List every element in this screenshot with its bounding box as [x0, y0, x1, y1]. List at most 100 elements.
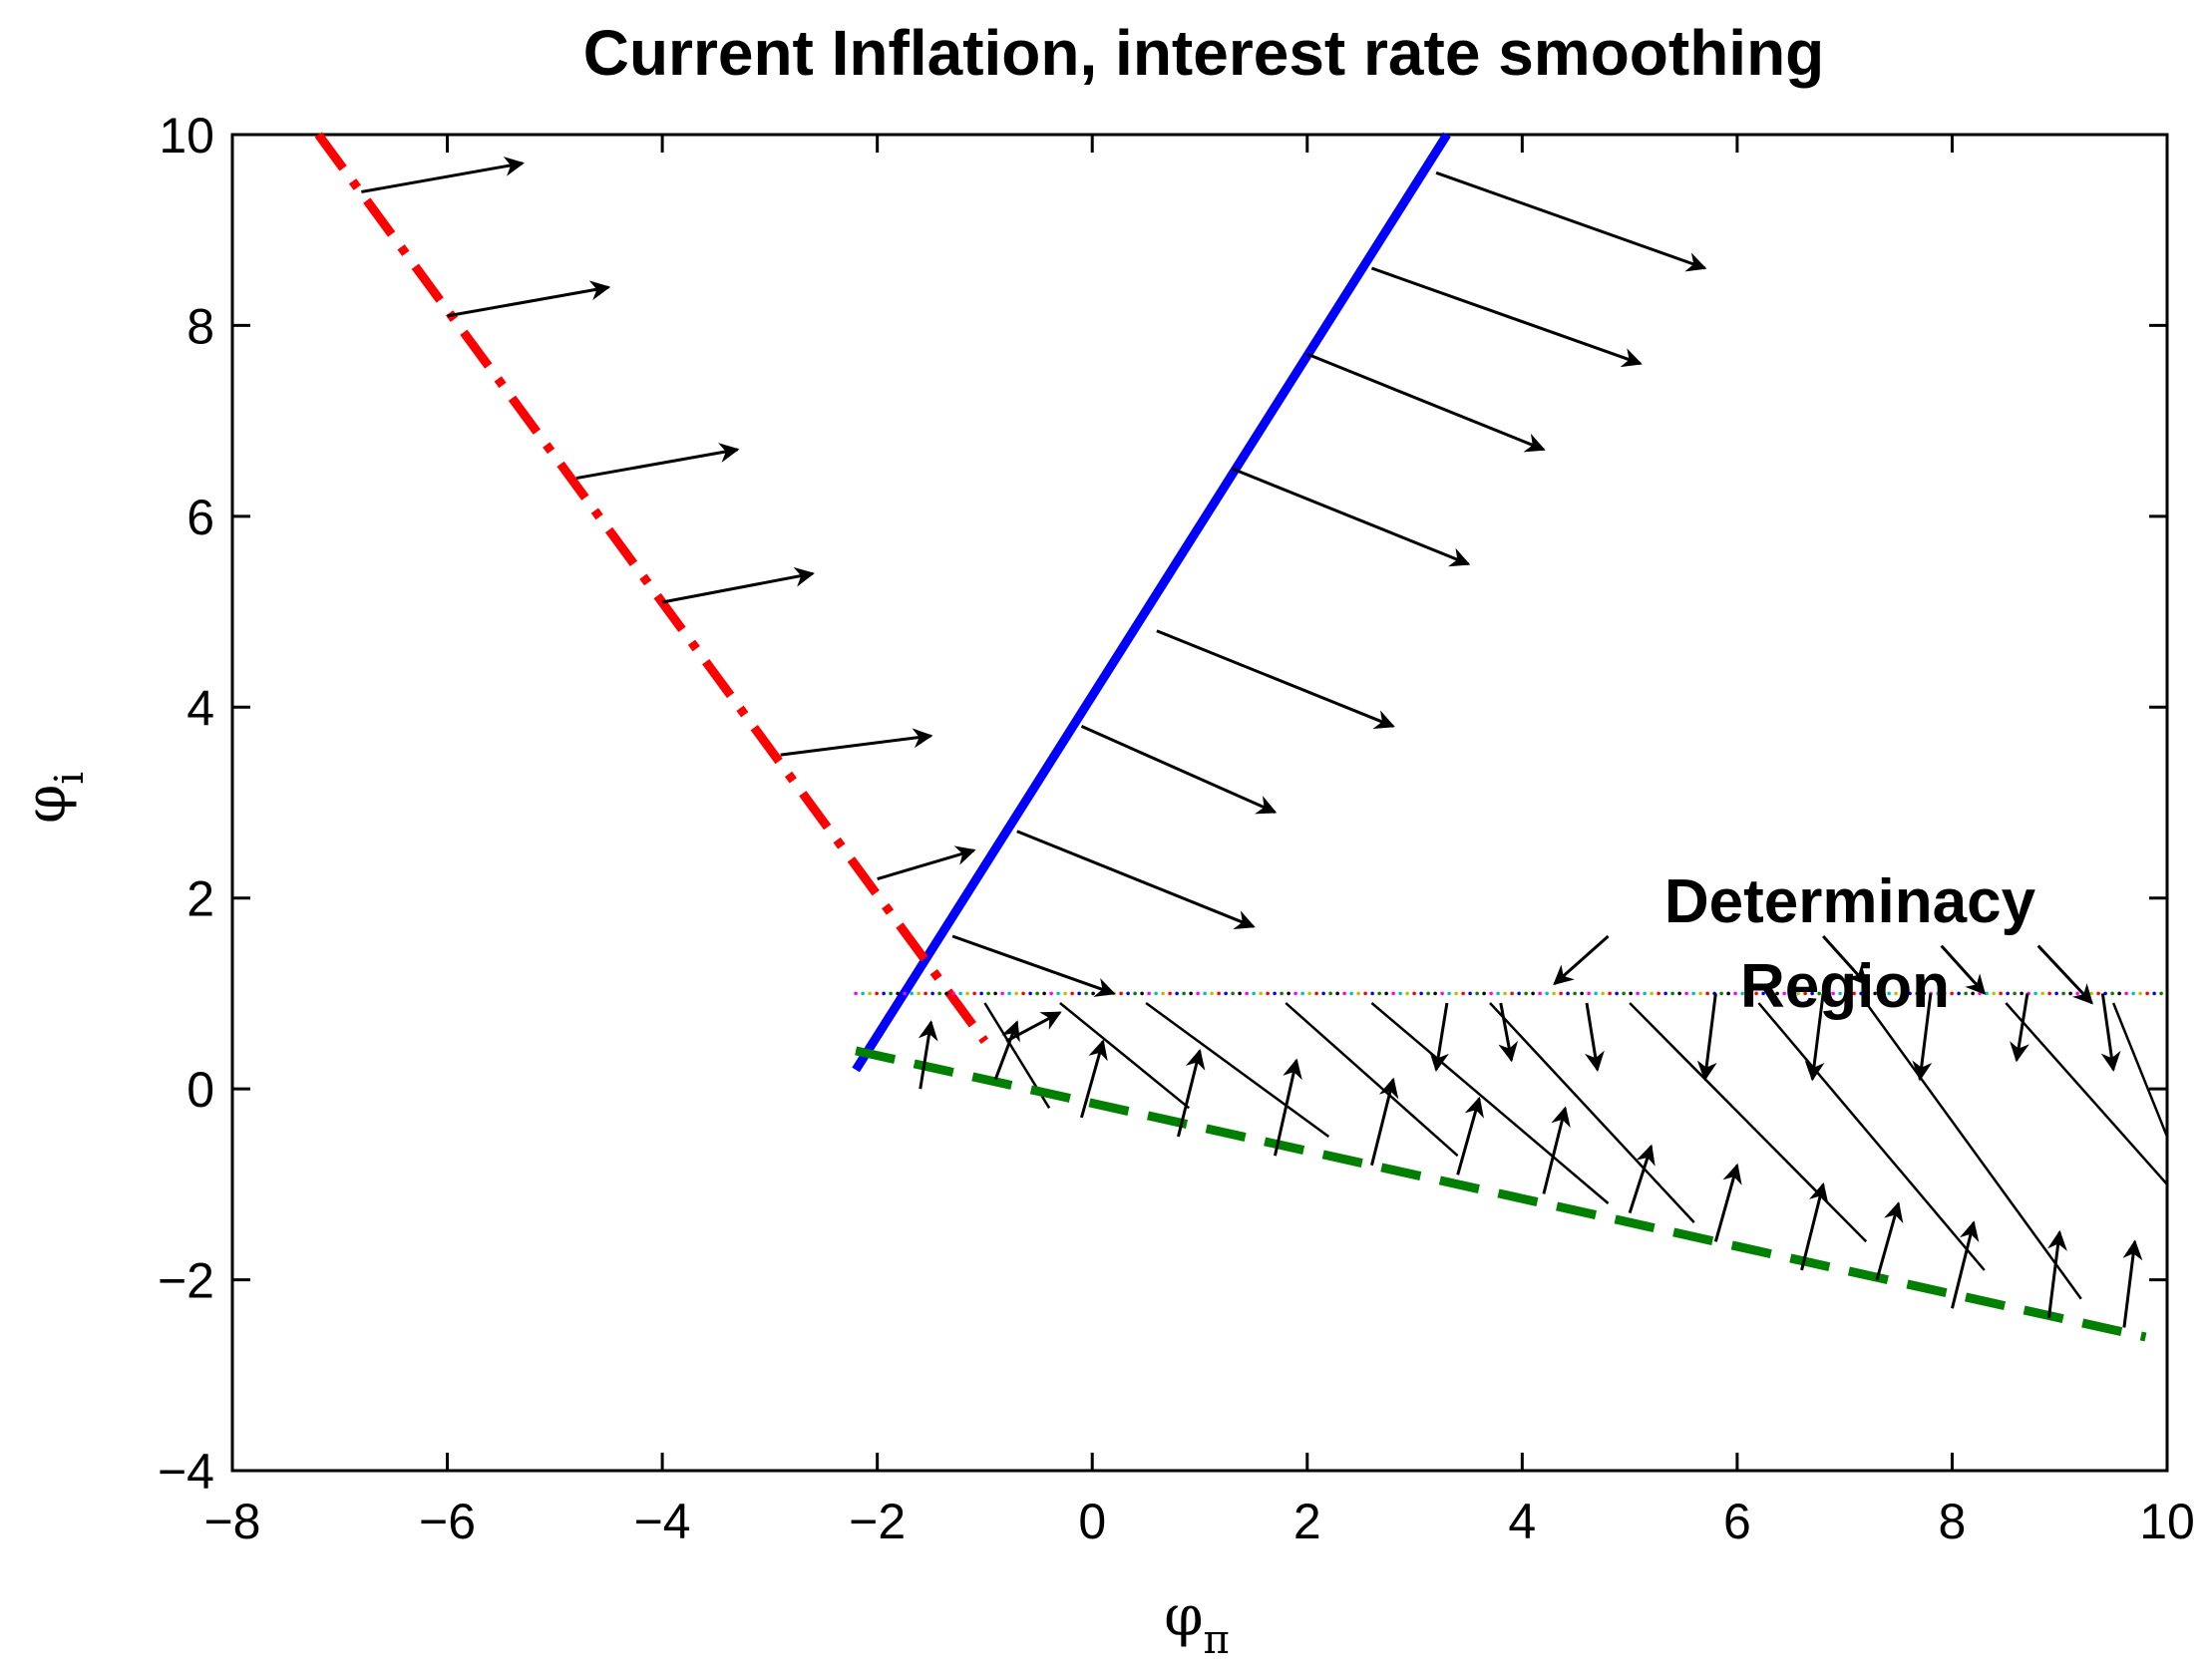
dotted-line-dot — [1866, 991, 1870, 996]
dotted-line-dot — [1845, 991, 1849, 996]
dotted-line-dot — [1245, 991, 1249, 996]
dotted-line-dot — [1573, 991, 1577, 996]
dotted-line-dot — [1335, 991, 1339, 996]
determinacy-label: Determinacy — [1664, 867, 2036, 936]
vector-arrow — [1080, 725, 1278, 815]
dotted-line-dot — [1775, 991, 1779, 996]
vector-arrow — [1176, 1048, 1206, 1138]
dotted-line-dot — [1705, 991, 1709, 996]
dotted-line-dot — [1175, 991, 1179, 996]
dotted-line-dot — [1817, 991, 1821, 996]
x-axis-symbol: φ — [1164, 1584, 1203, 1649]
dotted-line-dot — [1859, 991, 1863, 996]
dotted-line-dot — [986, 991, 990, 996]
vector-arrows — [361, 157, 2143, 1328]
red-dash-dot-line — [314, 132, 989, 1044]
dotted-line-dot — [2020, 991, 2024, 996]
vector-arrow — [2010, 993, 2029, 1063]
dotted-line-dot — [861, 991, 865, 996]
dotted-line-dot — [910, 991, 914, 996]
dotted-line-dot — [958, 991, 962, 996]
dotted-line-dot — [2013, 991, 2017, 996]
x-tick-label: −8 — [203, 1494, 260, 1549]
dotted-line-dot — [2096, 991, 2100, 996]
vector-arrow — [1585, 1002, 1605, 1072]
x-tick-label: 4 — [1508, 1494, 1536, 1549]
dotted-line-dot — [2103, 991, 2107, 996]
dotted-line-dot — [1733, 991, 1737, 996]
dotted-line-dot — [1196, 991, 1200, 996]
dotted-line-dot — [1161, 991, 1165, 996]
dotted-line-dot — [1468, 991, 1472, 996]
dotted-line-dot — [1035, 991, 1039, 996]
dotted-line-dot — [1070, 991, 1074, 996]
dotted-line-dot — [2138, 991, 2142, 996]
x-axis-label: φπ — [1164, 1584, 1230, 1663]
dotted-line-dot — [1182, 991, 1186, 996]
vector-arrow — [1542, 1106, 1571, 1194]
dotted-line-dot — [1014, 991, 1018, 996]
dotted-line-dot — [1622, 991, 1626, 996]
x-tick-label: 6 — [1723, 1494, 1751, 1549]
dotted-line-dot — [1231, 991, 1235, 996]
dotted-line-dot — [917, 991, 921, 996]
dotted-line-dot — [1943, 991, 1947, 996]
region-label: Region — [1740, 952, 1950, 1021]
vector-arrow — [1429, 1002, 1449, 1072]
dotted-line-dot — [1677, 991, 1681, 996]
dotted-line-dot — [1922, 991, 1926, 996]
dotted-line-dot — [1754, 991, 1758, 996]
dotted-line-dot — [1761, 991, 1765, 996]
dotted-line-dot — [1999, 991, 2003, 996]
flow-line — [1865, 1002, 2082, 1300]
dotted-line-dot — [1210, 991, 1214, 996]
dotted-line-dot — [1908, 991, 1912, 996]
vector-arrow — [1940, 944, 1987, 995]
dotted-line-dot — [2054, 991, 2058, 996]
dotted-line-dot — [1084, 991, 1088, 996]
dotted-line-dot — [993, 991, 997, 996]
vector-arrow — [447, 280, 611, 318]
dotted-line-dot — [1293, 991, 1297, 996]
dotted-line-dot — [2159, 991, 2163, 996]
x-tick-label: 0 — [1078, 1494, 1106, 1549]
dotted-line-dot — [1978, 991, 1982, 996]
plot-area — [230, 133, 2169, 1473]
dotted-line-dot — [1901, 991, 1905, 996]
dotted-line-dot — [1796, 991, 1800, 996]
flow-line — [1757, 1002, 1986, 1271]
dotted-line-dot — [1398, 991, 1402, 996]
dotted-line-dot — [1266, 991, 1270, 996]
dotted-line-dot — [2110, 991, 2114, 996]
dotted-line-dot — [1119, 991, 1123, 996]
dotted-line-dot — [1810, 991, 1814, 996]
dotted-line-dot — [1419, 991, 1423, 996]
dotted-line-dot — [1168, 991, 1172, 996]
flow-line — [1059, 1002, 1191, 1110]
x-axis-subscript: π — [1203, 1617, 1229, 1663]
dotted-line-dot — [1803, 991, 1807, 996]
y-tick-label: 2 — [186, 871, 214, 927]
dotted-line-dot — [1615, 991, 1619, 996]
flow-line — [2111, 1002, 2169, 1138]
dotted-line-dot — [1545, 991, 1549, 996]
dotted-line-dot — [1280, 991, 1284, 996]
dotted-line-dot — [1503, 991, 1507, 996]
vector-arrow — [1435, 170, 1707, 272]
dotted-line-dot — [979, 991, 983, 996]
blue-solid-line — [852, 132, 1451, 1073]
dotted-line-dot — [2006, 991, 2010, 996]
vector-arrow — [1306, 352, 1546, 453]
dotted-line-dot — [1587, 991, 1591, 996]
dotted-line-dot — [2124, 991, 2128, 996]
dotted-line-dot — [1740, 991, 1744, 996]
vector-arrow — [361, 157, 525, 193]
x-tick-label: 8 — [1939, 1494, 1967, 1549]
dotted-line-dot — [1000, 991, 1004, 996]
dotted-line-dot — [1287, 991, 1290, 996]
vector-arrow — [918, 1020, 938, 1090]
x-tick-label: −4 — [634, 1494, 691, 1549]
dotted-line-dot — [1608, 991, 1612, 996]
dotted-line-dot — [1657, 991, 1660, 996]
